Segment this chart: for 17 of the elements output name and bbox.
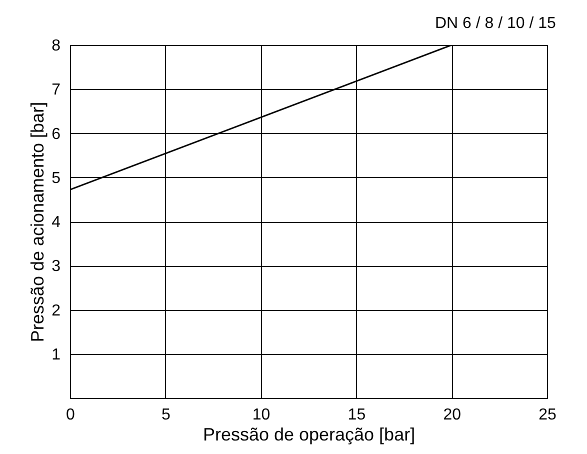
x-tick-label: 0	[66, 406, 76, 424]
chart-title: DN 6 / 8 / 10 / 15	[434, 15, 556, 32]
x-axis-title: Pressão de operação [bar]	[202, 424, 416, 444]
y-tick-label: 6	[52, 126, 61, 143]
x-tick-label: 5	[161, 406, 170, 424]
y-tick-label: 7	[52, 82, 61, 99]
y-axis-title: Pressão de acionamento [bar]	[28, 102, 48, 342]
y-tick-label: 3	[52, 258, 61, 276]
y-tick-label: 1	[52, 346, 61, 364]
y-tick-label: 4	[52, 214, 61, 231]
x-tick-label: 10	[252, 406, 270, 424]
y-tick-label: 2	[52, 302, 61, 320]
x-tick-label: 25	[538, 406, 556, 424]
y-tick-label: 8	[52, 38, 61, 54]
x-tick-label: 15	[348, 406, 366, 424]
y-tick-label: 5	[52, 170, 61, 187]
x-tick-label: 20	[443, 406, 462, 424]
